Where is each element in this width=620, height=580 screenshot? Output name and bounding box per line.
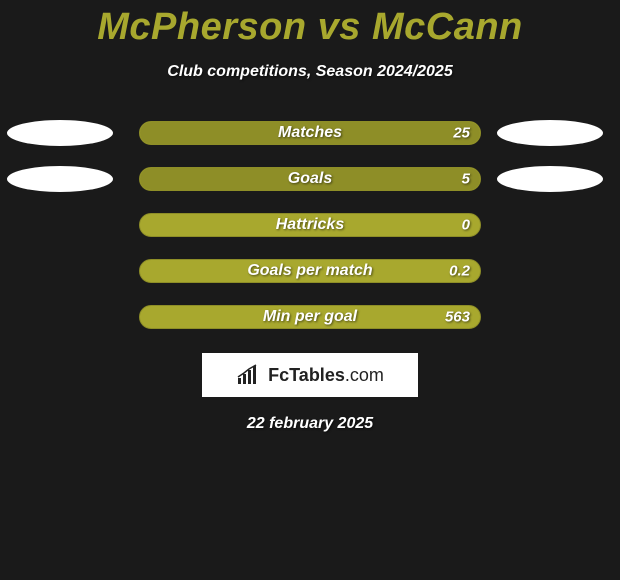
stat-value: 0 xyxy=(462,217,470,234)
stat-bar: Min per goal563 xyxy=(139,305,481,329)
brand-box[interactable]: FcTables.com xyxy=(202,353,418,397)
brand-tld: .com xyxy=(345,365,384,385)
page-subtitle: Club competitions, Season 2024/2025 xyxy=(0,63,620,81)
stat-label: Goals per match xyxy=(140,262,480,280)
brand-text: FcTables.com xyxy=(268,365,384,386)
right-ellipse xyxy=(497,166,603,192)
stat-value: 563 xyxy=(445,309,470,326)
stat-bar-fill xyxy=(140,122,480,144)
stat-row: Goals per match0.2 xyxy=(0,259,620,283)
comparison-card: McPherson vs McCann Club competitions, S… xyxy=(0,0,620,580)
stat-row: Hattricks0 xyxy=(0,213,620,237)
right-ellipse xyxy=(497,120,603,146)
stat-bar: Goals per match0.2 xyxy=(139,259,481,283)
brand-name: FcTables xyxy=(268,365,345,385)
left-ellipse xyxy=(7,166,113,192)
stat-bar: Hattricks0 xyxy=(139,213,481,237)
stat-value: 0.2 xyxy=(449,263,470,280)
stat-row: Min per goal563 xyxy=(0,305,620,329)
stat-bar: Goals5 xyxy=(139,167,481,191)
bar-chart-icon xyxy=(236,364,262,386)
page-title: McPherson vs McCann xyxy=(0,0,620,49)
stat-row: Matches25 xyxy=(0,121,620,145)
footer-date: 22 february 2025 xyxy=(0,415,620,433)
stat-rows: Matches25 Goals5 Hattricks0 Goals per match… xyxy=(0,121,620,329)
stat-label: Min per goal xyxy=(140,308,480,326)
stat-label: Hattricks xyxy=(140,216,480,234)
stat-bar-fill xyxy=(140,168,480,190)
left-ellipse xyxy=(7,120,113,146)
stat-row: Goals5 xyxy=(0,167,620,191)
stat-bar: Matches25 xyxy=(139,121,481,145)
